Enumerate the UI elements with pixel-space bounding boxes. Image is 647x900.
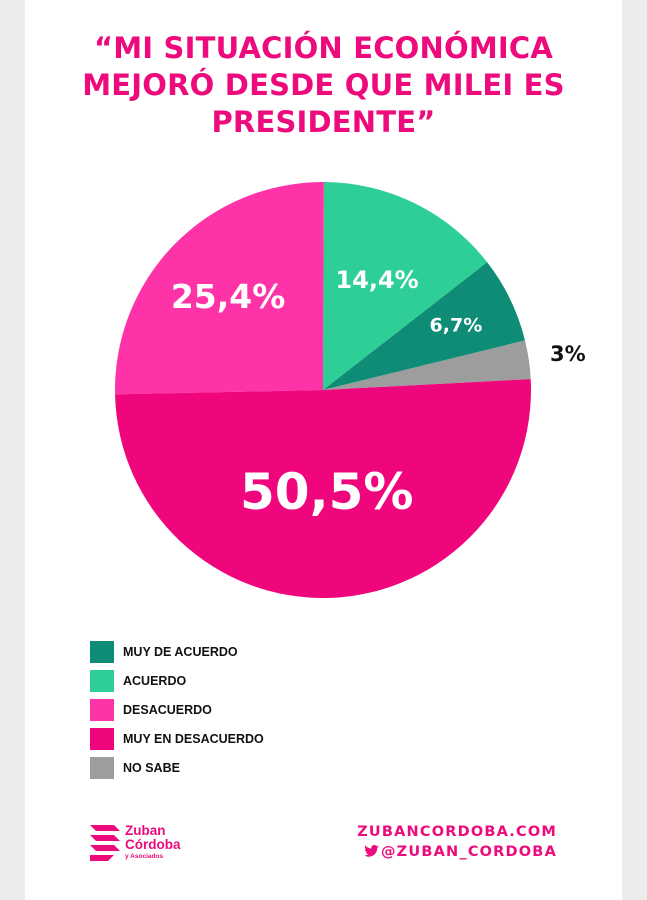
twitter-handle-row[interactable]: @ZUBAN_CORDOBA [357, 842, 557, 862]
legend-swatch-desacuerdo [90, 699, 114, 721]
logo-line-2: Córdoba [125, 837, 181, 852]
pie-slice-desacuerdo [114, 182, 324, 395]
legend-label-muy-en-desacuerdo: MUY EN DESACUERDO [123, 732, 264, 746]
pie-label-desacuerdo: 25,4% [171, 277, 286, 316]
logo-line-1: Zuban [125, 823, 166, 838]
logo-wordmark: Zuban Córdoba y Asociados [125, 824, 181, 861]
pie-label-muy-de-acuerdo: 6,7% [430, 315, 483, 337]
twitter-handle: @ZUBAN_CORDOBA [380, 844, 557, 860]
legend-label-acuerdo: ACUERDO [123, 674, 187, 688]
title-line-2: MEJORÓ DESDE QUE MILEI ES [82, 68, 565, 102]
chart-title: “MI SITUACIÓN ECONÓMICA MEJORÓ DESDE QUE… [25, 30, 622, 141]
logo-stripes-icon [90, 825, 120, 861]
infographic-card: “MI SITUACIÓN ECONÓMICA MEJORÓ DESDE QUE… [25, 0, 622, 900]
title-line-1: “MI SITUACIÓN ECONÓMICA [93, 31, 554, 65]
legend-swatch-acuerdo [90, 670, 114, 692]
logo-line-3: y Asociados [125, 853, 164, 860]
legend-swatch-muy-en-desacuerdo [90, 728, 114, 750]
pie-label-no-sabe: 3% [550, 342, 586, 366]
pie-label-acuerdo: 14,4% [335, 266, 418, 294]
legend-label-desacuerdo: DESACUERDO [123, 703, 212, 717]
pie-slice-muy-en-desacuerdo [115, 379, 531, 598]
pie-slice-no-sabe [323, 340, 531, 390]
twitter-bird-icon [364, 845, 379, 857]
contact-info: ZUBANCORDOBA.COM @ZUBAN_CORDOBA [357, 822, 557, 862]
pie-label-muy-en-desacuerdo: 50,5% [240, 463, 413, 521]
pie-slice-muy-de-acuerdo [323, 262, 525, 390]
legend-swatch-muy-de-acuerdo [90, 641, 114, 663]
pie-chart: 3% 6,7% 14,4% 25,4% 50,5% [114, 182, 586, 598]
legend-label-muy-de-acuerdo: MUY DE ACUERDO [123, 645, 238, 659]
legend-label-no-sabe: NO SABE [123, 761, 180, 775]
pie-slice-acuerdo [323, 182, 488, 390]
website-link[interactable]: ZUBANCORDOBA.COM [357, 824, 557, 840]
legend-swatch-no-sabe [90, 757, 114, 779]
title-line-3: PRESIDENTE” [211, 105, 436, 139]
